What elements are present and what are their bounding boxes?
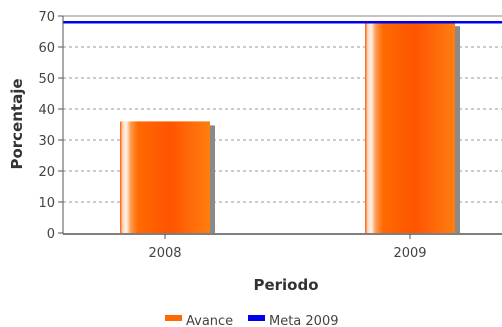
legend-label-meta: Meta 2009 <box>269 314 339 327</box>
legend-swatch-avance <box>165 315 182 321</box>
bar-2009 <box>365 22 455 234</box>
y-tick-label: 30 <box>38 134 55 149</box>
x-tick-label: 2009 <box>393 246 426 261</box>
y-tick-label: 0 <box>47 227 55 242</box>
y-axis-title: Porcentaje <box>8 78 26 169</box>
legend-swatch-meta <box>248 315 265 321</box>
axes <box>58 15 502 239</box>
y-tick-label: 50 <box>38 72 55 87</box>
bars <box>120 22 460 234</box>
y-tick-label: 60 <box>38 41 55 56</box>
legend-label-avance: Avance <box>186 314 233 327</box>
y-tick-label: 10 <box>38 196 55 211</box>
y-tick-label: 20 <box>38 165 55 180</box>
y-tick-label: 70 <box>38 10 55 25</box>
y-tick-labels: 0 10 20 30 40 50 60 70 <box>38 10 55 242</box>
y-tick-label: 40 <box>38 103 55 118</box>
x-tick-labels: 2008 2009 <box>148 246 426 261</box>
bar-2008 <box>120 121 210 233</box>
x-tick-label: 2008 <box>148 246 181 261</box>
x-axis-title: Periodo <box>253 276 318 294</box>
legend: Avance Meta 2009 <box>165 314 339 327</box>
